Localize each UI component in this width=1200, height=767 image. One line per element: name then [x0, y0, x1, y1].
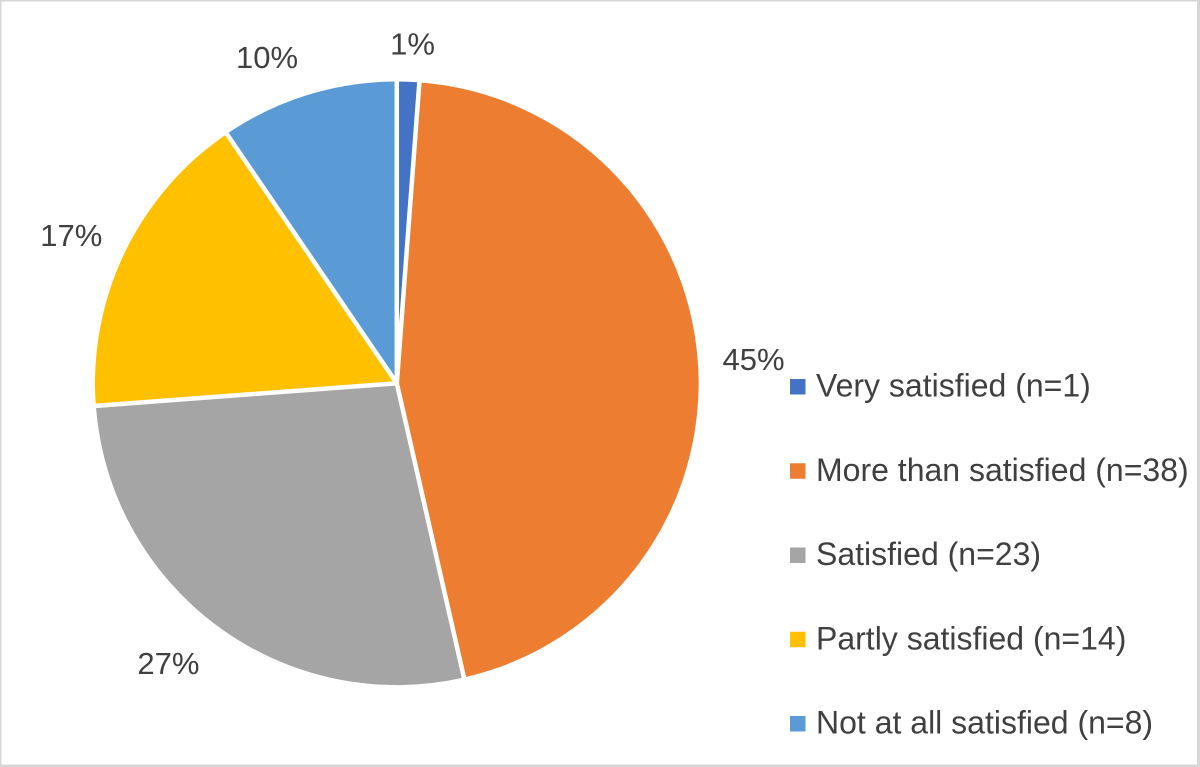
- svg-text:10%: 10%: [236, 40, 298, 75]
- svg-text:1%: 1%: [390, 27, 435, 62]
- svg-text:More than satisfied (n=38): More than satisfied (n=38): [816, 452, 1189, 488]
- svg-text:Partly satisfied (n=14): Partly satisfied (n=14): [816, 620, 1126, 656]
- svg-text:45%: 45%: [722, 342, 784, 377]
- svg-text:Not at all satisfied (n=8): Not at all satisfied (n=8): [816, 705, 1153, 741]
- svg-text:27%: 27%: [137, 646, 199, 681]
- svg-text:Very satisfied (n=1): Very satisfied (n=1): [816, 368, 1091, 404]
- svg-text:Satisfied (n=23): Satisfied (n=23): [816, 536, 1041, 572]
- svg-text:17%: 17%: [40, 218, 102, 253]
